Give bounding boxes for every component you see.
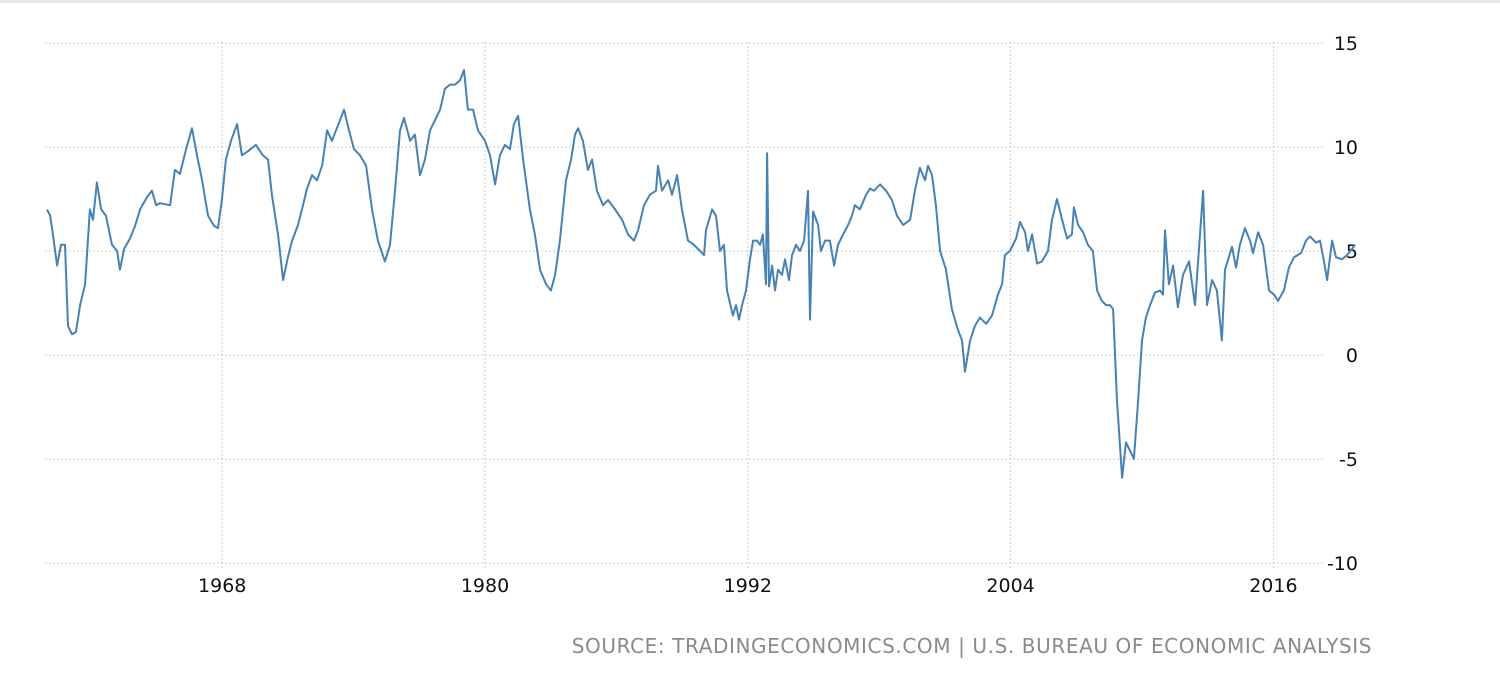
x-tick-label: 2004	[986, 575, 1034, 597]
x-tick-label: 1992	[724, 575, 772, 597]
y-tick-label: 10	[1334, 137, 1358, 159]
y-tick-label: 5	[1346, 241, 1358, 263]
source-attribution: SOURCE: TRADINGECONOMICS.COM | U.S. BURE…	[571, 634, 1372, 658]
grid-lines	[45, 42, 1325, 570]
y-tick-label: -5	[1339, 449, 1358, 471]
x-tick-label: 2016	[1249, 575, 1297, 597]
x-tick-label: 1968	[198, 575, 246, 597]
x-tick-label: 1980	[461, 575, 509, 597]
y-tick-label: 15	[1334, 33, 1358, 55]
top-border	[0, 0, 1500, 3]
axis-ticks: 15 10 5 0 -5 -10 1968 1980 1992 2004 2016	[198, 33, 1358, 597]
series-line	[46, 69, 1356, 479]
y-tick-label: 0	[1346, 345, 1358, 367]
y-tick-label: -10	[1327, 553, 1358, 575]
